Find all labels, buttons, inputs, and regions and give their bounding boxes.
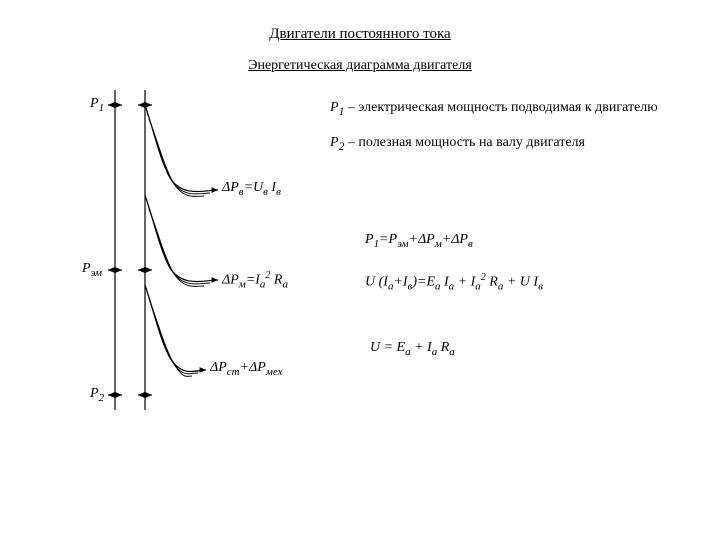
label-p1: P1	[90, 96, 104, 114]
desc-p2: P2 – полезная мощность на валу двигателя	[330, 135, 585, 153]
desc-p1: P1 – электрическая мощность подводимая к…	[330, 100, 658, 118]
arrow-label-dpcm: ΔPст+ΔPмех	[210, 360, 282, 378]
arrow-label-dpv: ΔPв=Uв Iв	[222, 180, 281, 198]
label-pem: Pэм	[82, 261, 102, 279]
equation-1: P1=Pэм+ΔPм+ΔPв	[365, 232, 473, 250]
equation-2: U (Iа+Iв)=Eа Iа + Iа2 Rа + U Iв	[365, 272, 543, 292]
label-p2: P2	[90, 386, 104, 404]
arrow-label-dpm: ΔPм=Iа2 Rа	[222, 270, 288, 290]
energy-diagram	[0, 0, 720, 540]
equation-3: U = Eа + Iа Rа	[370, 340, 455, 358]
